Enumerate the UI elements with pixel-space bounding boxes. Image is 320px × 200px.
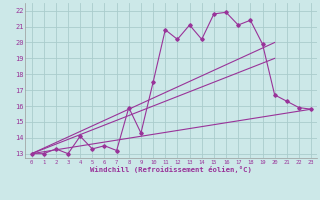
X-axis label: Windchill (Refroidissement éolien,°C): Windchill (Refroidissement éolien,°C)	[91, 166, 252, 173]
